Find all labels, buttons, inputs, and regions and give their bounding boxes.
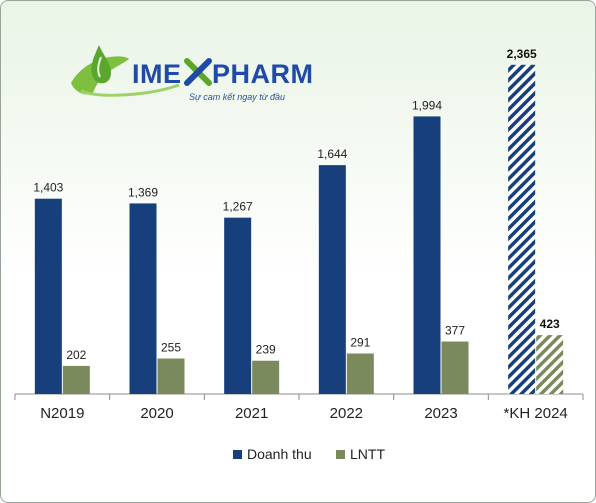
- legend-label-profit: LNTT: [350, 446, 385, 462]
- data-label-profit: 291: [350, 335, 370, 349]
- bar-profit: [157, 358, 185, 394]
- bar-profit: [536, 335, 564, 394]
- bar-profit: [346, 353, 374, 394]
- data-label-profit: 255: [161, 341, 181, 355]
- x-tick-label: 2021: [235, 405, 268, 422]
- data-label-profit: 239: [256, 343, 276, 357]
- bar-profit: [441, 341, 469, 394]
- data-label-revenue: 1,403: [33, 181, 63, 195]
- data-label-profit: 202: [66, 348, 86, 362]
- x-tick-label: 2023: [424, 405, 457, 422]
- x-tick-label: 2020: [140, 405, 173, 422]
- bar-revenue: [508, 64, 536, 395]
- data-label-profit: 423: [540, 317, 560, 331]
- logo-tagline: Sự cam kết ngay từ đầu: [189, 92, 285, 102]
- data-label-revenue: 2,365: [507, 47, 537, 61]
- legend: Doanh thu LNTT: [233, 446, 385, 462]
- data-label-revenue: 1,369: [128, 185, 158, 199]
- x-tick-label: 2022: [330, 405, 363, 422]
- data-label-revenue: 1,267: [223, 200, 253, 214]
- bar-revenue: [413, 116, 441, 394]
- x-tick-label: *KH 2024: [504, 405, 568, 422]
- legend-swatch-profit: [336, 450, 345, 459]
- bar-revenue: [318, 165, 346, 394]
- leaf-drop-icon: [71, 45, 180, 97]
- plot-area: 1,403 202 N2019 1,369 255 2020 1,267 239 2021 1,6…: [14, 47, 584, 422]
- logo-x-mark: [184, 58, 212, 86]
- data-label-revenue: 1,644: [317, 147, 347, 161]
- bar-profit: [252, 360, 280, 394]
- bar-profit: [62, 365, 90, 394]
- logo-brand-left: IME: [132, 59, 182, 89]
- legend-label-revenue: Doanh thu: [247, 446, 312, 462]
- bar-revenue: [129, 203, 157, 394]
- imexpharm-logo: IME PHARM Sự cam kết ngay từ đầu: [71, 45, 314, 102]
- legend-swatch-revenue: [233, 450, 242, 459]
- bar-revenue: [224, 217, 252, 394]
- x-tick-label: N2019: [40, 405, 84, 422]
- logo-brand-right: PHARM: [212, 59, 314, 89]
- data-label-revenue: 1,994: [412, 98, 442, 112]
- bar-revenue: [34, 198, 62, 394]
- data-label-profit: 377: [445, 324, 465, 338]
